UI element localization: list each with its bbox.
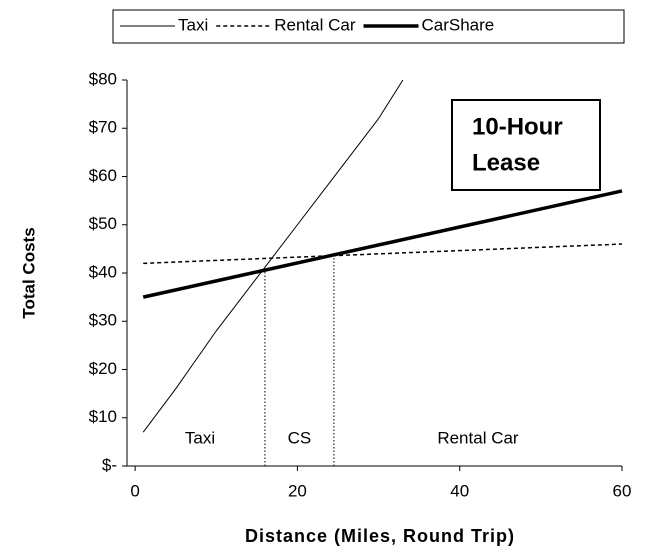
y-tick-label: $80 <box>89 69 117 88</box>
x-tick-label: 20 <box>288 481 307 500</box>
annotation-box <box>451 99 601 191</box>
region-label: Rental Car <box>437 428 519 447</box>
y-tick-label: $40 <box>89 262 117 281</box>
x-tick-label: 60 <box>613 481 632 500</box>
region-label: Taxi <box>185 428 215 447</box>
legend-label: CarShare <box>422 15 495 34</box>
x-axis-label: Distance (Miles, Round Trip) <box>245 526 515 546</box>
y-axis-label: Total Costs <box>19 227 38 318</box>
annotation-text: 10-Hour <box>472 113 563 140</box>
legend-label: Rental Car <box>274 15 356 34</box>
x-tick-label: 0 <box>130 481 139 500</box>
y-tick-label: $10 <box>89 407 117 426</box>
y-tick-label: $30 <box>89 311 117 330</box>
annotation-text: Lease <box>472 149 540 176</box>
region-label: CS <box>288 428 312 447</box>
y-tick-label: $20 <box>89 359 117 378</box>
series-line <box>142 189 623 299</box>
series-line <box>143 243 623 265</box>
y-tick-label: $- <box>102 455 117 474</box>
y-tick-label: $70 <box>89 118 117 137</box>
series-line <box>142 79 404 433</box>
y-tick-label: $60 <box>89 166 117 185</box>
legend-label: Taxi <box>178 15 208 34</box>
x-tick-label: 40 <box>450 481 469 500</box>
y-tick-label: $50 <box>89 214 117 233</box>
